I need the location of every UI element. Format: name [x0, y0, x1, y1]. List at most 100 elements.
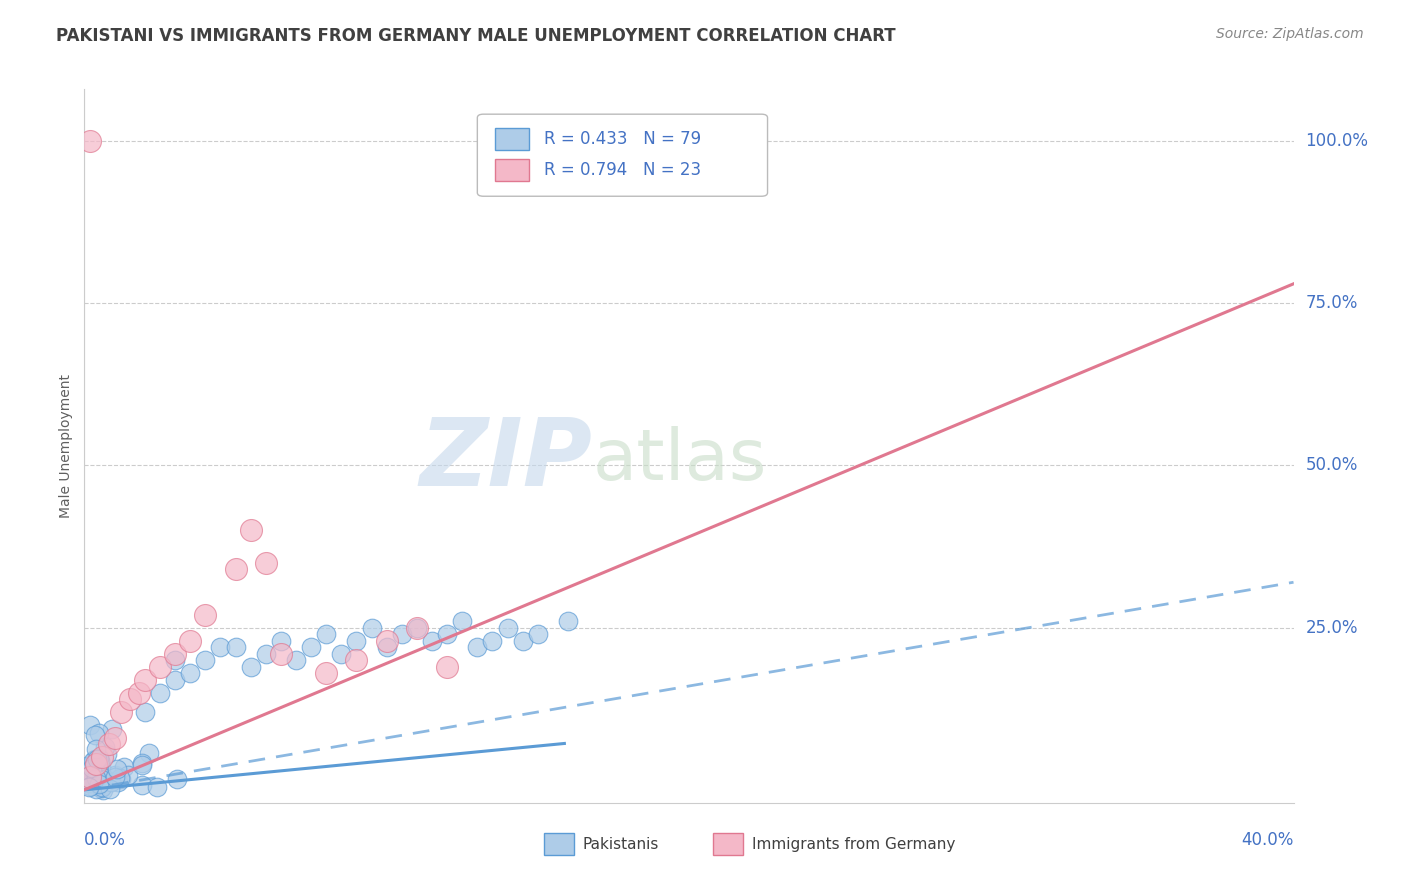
- Point: [93, 771, 115, 785]
- Point: [83, 728, 105, 742]
- Text: 0.0%: 0.0%: [84, 831, 127, 849]
- Point: [436, 627, 458, 641]
- Point: [82, 761, 104, 775]
- Point: [360, 621, 382, 635]
- Point: [86, 752, 108, 766]
- Point: [112, 760, 135, 774]
- Point: [118, 692, 141, 706]
- Point: [166, 772, 188, 787]
- Point: [134, 673, 156, 687]
- Point: [299, 640, 322, 654]
- FancyBboxPatch shape: [478, 114, 768, 196]
- FancyBboxPatch shape: [495, 159, 529, 180]
- Point: [315, 627, 337, 641]
- Point: [91, 780, 114, 794]
- FancyBboxPatch shape: [544, 833, 574, 855]
- Point: [77, 780, 100, 794]
- Point: [239, 659, 262, 673]
- Point: [82, 765, 104, 780]
- Point: [239, 524, 262, 538]
- Point: [82, 754, 104, 768]
- Point: [87, 764, 110, 778]
- Point: [194, 653, 217, 667]
- Point: [225, 562, 247, 576]
- Point: [557, 614, 579, 628]
- Point: [84, 742, 107, 756]
- Text: PAKISTANI VS IMMIGRANTS FROM GERMANY MALE UNEMPLOYMENT CORRELATION CHART: PAKISTANI VS IMMIGRANTS FROM GERMANY MAL…: [56, 27, 896, 45]
- Point: [97, 738, 120, 752]
- Point: [79, 780, 101, 794]
- Text: 50.0%: 50.0%: [1306, 457, 1358, 475]
- Point: [76, 758, 98, 772]
- Point: [76, 775, 98, 789]
- Point: [84, 752, 107, 766]
- Point: [117, 768, 139, 782]
- Text: 100.0%: 100.0%: [1306, 132, 1368, 150]
- Text: R = 0.433   N = 79: R = 0.433 N = 79: [544, 130, 702, 148]
- Point: [420, 633, 443, 648]
- Text: Immigrants from Germany: Immigrants from Germany: [752, 837, 955, 852]
- Point: [79, 717, 101, 731]
- Y-axis label: Male Unemployment: Male Unemployment: [59, 374, 73, 518]
- Point: [270, 633, 292, 648]
- Point: [391, 627, 413, 641]
- Point: [254, 647, 277, 661]
- Point: [512, 633, 534, 648]
- Point: [84, 771, 107, 785]
- Point: [134, 705, 156, 719]
- Point: [146, 780, 169, 794]
- Point: [165, 647, 187, 661]
- Point: [96, 747, 118, 761]
- Text: 75.0%: 75.0%: [1306, 294, 1358, 312]
- Point: [101, 723, 124, 737]
- Point: [107, 774, 129, 789]
- Point: [76, 770, 98, 784]
- FancyBboxPatch shape: [713, 833, 744, 855]
- Point: [105, 762, 128, 776]
- Point: [254, 556, 277, 570]
- Point: [98, 782, 121, 797]
- Point: [94, 740, 117, 755]
- Point: [451, 614, 474, 628]
- Point: [467, 640, 489, 654]
- Point: [346, 653, 368, 667]
- Point: [84, 781, 107, 796]
- Point: [90, 780, 112, 795]
- Text: Source: ZipAtlas.com: Source: ZipAtlas.com: [1216, 27, 1364, 41]
- Point: [481, 633, 503, 648]
- FancyBboxPatch shape: [495, 128, 529, 150]
- Point: [406, 621, 429, 635]
- Point: [315, 666, 337, 681]
- Point: [165, 673, 187, 687]
- Text: 25.0%: 25.0%: [1306, 619, 1358, 637]
- Point: [79, 770, 101, 784]
- Point: [270, 647, 292, 661]
- Point: [496, 621, 519, 635]
- Point: [194, 607, 217, 622]
- Point: [87, 726, 110, 740]
- Point: [89, 754, 111, 768]
- Point: [330, 647, 353, 661]
- Point: [86, 756, 108, 771]
- Point: [225, 640, 247, 654]
- Text: atlas: atlas: [592, 425, 766, 495]
- Point: [87, 751, 110, 765]
- Point: [104, 731, 127, 745]
- Text: Pakistanis: Pakistanis: [582, 837, 659, 852]
- Point: [149, 659, 172, 673]
- Point: [375, 633, 398, 648]
- Point: [128, 685, 150, 699]
- Point: [165, 653, 187, 667]
- Point: [131, 758, 153, 772]
- Point: [79, 134, 101, 148]
- Point: [138, 746, 160, 760]
- Point: [209, 640, 232, 654]
- Point: [149, 685, 172, 699]
- Point: [91, 782, 114, 797]
- Text: R = 0.794   N = 23: R = 0.794 N = 23: [544, 161, 702, 178]
- Point: [76, 772, 98, 786]
- Point: [100, 775, 122, 789]
- Point: [108, 771, 131, 785]
- Text: 40.0%: 40.0%: [1241, 831, 1294, 849]
- Point: [179, 666, 201, 681]
